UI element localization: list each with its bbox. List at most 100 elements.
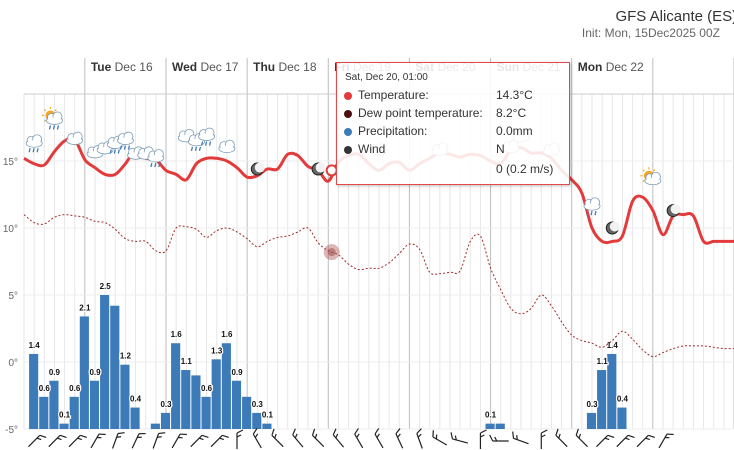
tooltip-label: Wind — [358, 142, 386, 156]
sun-ray — [43, 109, 47, 112]
barb-shaft — [271, 434, 284, 448]
cloud-fill — [199, 133, 214, 140]
precipitation-dot — [344, 128, 352, 136]
barb-shaft — [596, 434, 609, 448]
precip-bar — [59, 423, 69, 429]
cloud-fill — [67, 137, 82, 144]
barb-flag — [666, 433, 674, 436]
barb-flag — [454, 435, 457, 441]
barb-flag — [516, 435, 518, 440]
precip-bar — [79, 316, 89, 429]
rain-drop — [56, 125, 60, 130]
barb-flag — [541, 429, 548, 434]
barb-shaft — [636, 434, 649, 448]
tooltip-row-precipitation: Precipitation: 0.0mm — [344, 124, 564, 140]
barb-shaft — [131, 433, 140, 449]
sun-cloud-icon — [640, 167, 662, 186]
barb-flag — [57, 437, 62, 441]
precip-label: 1.2 — [120, 352, 132, 361]
barb-flag — [59, 434, 67, 439]
precip-bar — [617, 407, 627, 429]
rain-drop — [127, 145, 131, 150]
barb-shaft — [354, 433, 364, 449]
barb-flag — [450, 432, 454, 440]
precip-bar — [49, 380, 59, 429]
tooltip-label: Dew point temperature: — [358, 106, 483, 120]
barb-flag — [356, 433, 360, 438]
cloud-fill — [585, 203, 599, 210]
wind-barb-icon — [432, 430, 448, 446]
rain-drop — [158, 162, 161, 168]
wind-barb-icon — [332, 428, 345, 448]
barb-flag — [354, 428, 359, 435]
wind-barb-icon — [271, 428, 284, 448]
wind-barb-icon — [555, 428, 568, 448]
barb-flag — [311, 428, 316, 436]
moon-icon — [666, 204, 681, 218]
barb-shaft — [312, 434, 325, 448]
precipitation-labels: 1.4 0.6 0.9 0.1 0.6 2.1 0.9 2.5 1.2 0.4 0.3 1.6 1.1 0… — [27, 281, 629, 421]
barb-shaft — [332, 434, 345, 448]
precip-label: 0.1 — [59, 411, 71, 420]
rain-cloud-icon — [25, 134, 43, 153]
barb-flag — [627, 434, 635, 439]
tooltip-label: Precipitation: — [358, 124, 428, 138]
dewpoint-line — [23, 214, 734, 358]
barb-flag — [36, 437, 42, 441]
cloud-fill — [98, 146, 113, 153]
barb-flag — [578, 433, 582, 439]
precip-bar — [485, 423, 495, 429]
precip-label: 0.1 — [485, 411, 497, 420]
barb-flag — [138, 432, 146, 435]
barb-flag — [158, 432, 166, 435]
rain-drop — [198, 146, 202, 152]
rain-drop — [52, 125, 56, 130]
cloud-fill — [118, 137, 133, 144]
tooltip-value: 8.2°C — [496, 106, 527, 120]
barb-flag — [555, 428, 559, 436]
barb-flag — [489, 434, 494, 442]
precip-bar — [231, 380, 242, 429]
y-tick-label: 10° — [3, 224, 18, 235]
barb-shaft — [90, 433, 100, 449]
wind-barb-icon — [596, 434, 615, 448]
moon-icon — [250, 162, 265, 176]
precip-bar — [191, 375, 201, 429]
barb-flag — [480, 434, 485, 438]
barb-flag — [494, 436, 498, 442]
moon-shade — [315, 162, 326, 173]
cloud-icon — [96, 141, 114, 155]
barb-shaft — [190, 434, 203, 448]
precip-bar — [39, 396, 49, 429]
tooltip-row-wind: Wind N — [344, 142, 564, 158]
barb-flag — [77, 437, 82, 441]
rain-drop — [590, 211, 593, 216]
wind-barb-icon — [636, 434, 655, 448]
precip-bar — [242, 396, 252, 429]
barb-shaft — [452, 438, 469, 444]
moon-icon — [605, 221, 620, 235]
precip-label: 1.3 — [211, 346, 223, 355]
rain-drop — [194, 146, 198, 152]
cloud-fill — [148, 154, 163, 161]
tooltip: Sat, Dec 20, 01:00 Temperature: 14.3°C D… — [336, 62, 570, 185]
precip-bar — [201, 396, 211, 429]
precip-label: 1.4 — [29, 341, 41, 350]
barb-shaft — [616, 434, 629, 448]
y-tick-label: 15° — [3, 157, 18, 168]
wind-barb-icon — [479, 429, 487, 449]
wind-barb-icon — [68, 434, 87, 448]
barb-flag — [157, 436, 162, 438]
barb-flag — [98, 433, 106, 436]
rain-drop — [586, 211, 589, 216]
barb-flag — [512, 431, 515, 439]
barb-flag — [137, 436, 142, 438]
sun-ray — [642, 169, 645, 172]
wind-barb-icon — [292, 428, 304, 448]
precip-bar — [252, 412, 262, 429]
precip-bar — [607, 353, 617, 429]
precip-label: 1.4 — [607, 341, 619, 350]
wind-barb-icon — [236, 429, 244, 449]
precip-bar — [586, 412, 597, 429]
rain-drop — [117, 149, 120, 154]
